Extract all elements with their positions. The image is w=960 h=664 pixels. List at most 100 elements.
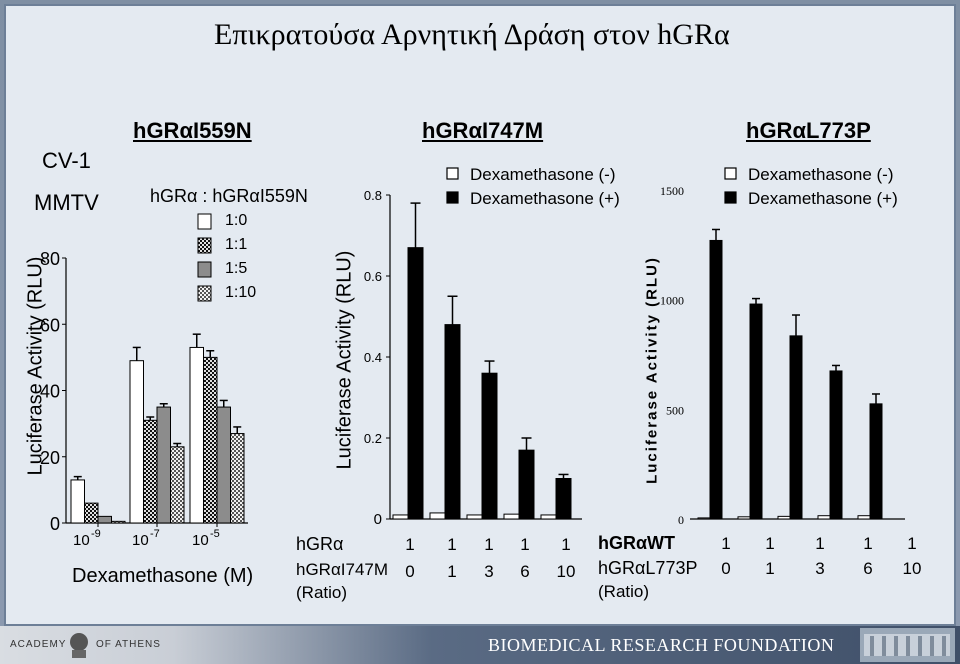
chart3-ratio-label-1: hGRαWT <box>598 533 676 553</box>
chart1-reporter: MMTV <box>34 190 99 215</box>
chart2-ratio-label-3: (Ratio) <box>296 583 348 602</box>
chart1-legend-swatch <box>197 237 212 254</box>
chart1-y-tick-label: 20 <box>40 448 60 468</box>
chart2-y-tick-label: 0 <box>374 511 382 528</box>
chart2-ratio-row2-value: 3 <box>484 562 493 581</box>
chart2-ratio-label-1: hGRα <box>296 534 344 554</box>
chart1-x-tick-exponent: -9 <box>91 528 101 540</box>
chart3-legend-swatch-minus <box>724 167 737 180</box>
chart3-ratio-row1-value: 1 <box>815 534 824 553</box>
chart1-y-tick-label: 60 <box>40 315 60 335</box>
chart3-ylabel: Luciferase Activity (RLU) <box>643 256 661 484</box>
chart2-bar-plus <box>555 478 572 520</box>
chart3-bar-plus <box>789 335 803 520</box>
chart1-bar <box>143 419 158 524</box>
chart3-ratio-row2-value: 1 <box>765 559 774 578</box>
chart2-ratio-row2-value: 6 <box>520 562 529 581</box>
chart3-legend-swatch-plus <box>724 191 737 204</box>
chart1-x-tick-label: 10 <box>73 532 90 549</box>
chart3-ratio-row1-value: 1 <box>907 534 916 553</box>
chart2-bar-minus <box>429 512 446 520</box>
chart3-legend-label-plus: Dexamethasone (+) <box>748 189 898 208</box>
chart3-bar-minus <box>777 515 791 520</box>
chart2-ratio-row2-value: 0 <box>405 562 414 581</box>
chart2-legend-label-plus: Dexamethasone (+) <box>470 189 620 208</box>
chart1-title: hGRαI559N <box>133 118 252 143</box>
chart3-bar-minus <box>857 515 871 520</box>
chart1-y-tick-label: 0 <box>50 514 60 534</box>
chart1-legend-label: 1:0 <box>225 212 248 229</box>
chart1-bar <box>156 406 171 524</box>
chart2-y-tick-label: 0.2 <box>364 431 382 446</box>
chart3-bar-plus <box>829 370 843 520</box>
chart2-ylabel: Luciferase Activity (RLU) <box>333 250 356 470</box>
chart3-ratio-label-2: hGRαL773P <box>598 558 698 578</box>
slide-footer: ACADEMY OF ATHENS BIOMEDICAL RESEARCH FO… <box>0 626 960 664</box>
chart1-y-tick-label: 40 <box>40 382 60 402</box>
chart1-x-tick-label: 10 <box>192 532 209 549</box>
chart1-bar <box>97 515 112 524</box>
chart2-ratio-row1-value: 1 <box>520 535 529 554</box>
chart3-ratio-row2-value: 6 <box>863 559 872 578</box>
chart2-y-tick-label: 0.6 <box>364 269 382 284</box>
chart1-legend-label: 1:5 <box>225 260 248 277</box>
chart2-ratio-row1-value: 1 <box>561 535 570 554</box>
chart2-legend-label-minus: Dexamethasone (-) <box>470 165 616 184</box>
chart2-bar-plus <box>444 324 461 520</box>
chart3-bar-plus <box>709 239 723 520</box>
chart2-legend-swatch-minus <box>446 167 459 180</box>
building-photo-icon <box>860 628 955 662</box>
chart2-title: hGRαI747M <box>422 118 544 143</box>
chart2-ratio-row1-value: 1 <box>405 535 414 554</box>
chart3-y-tick-label: 1000 <box>660 294 684 308</box>
chart2-y-tick-label: 0.4 <box>364 350 382 365</box>
footer-athens-text: OF ATHENS <box>96 639 161 650</box>
chart3-bar-minus <box>697 517 711 520</box>
chart1-x-tick-label: 10 <box>132 532 149 549</box>
chart3-ratio-row2-value: 10 <box>903 559 922 578</box>
chart3-ratio-row2-value: 3 <box>815 559 824 578</box>
chart3-ratio-label-3: (Ratio) <box>598 582 650 601</box>
chart2-ratio-row1-value: 1 <box>447 535 456 554</box>
chart1-bar <box>230 433 245 524</box>
chart1-legend-label: 1:10 <box>225 284 257 301</box>
chart1-bar <box>170 446 185 524</box>
chart2-bar-plus <box>407 247 424 520</box>
chart3-bar-plus <box>749 303 763 520</box>
chart3-title: hGRαL773P <box>746 118 871 143</box>
chart1-x-tick-exponent: -5 <box>210 528 220 540</box>
chart2-bar-minus <box>540 514 557 520</box>
footer-academy-text: ACADEMY <box>10 639 67 650</box>
chart3-bar-plus <box>869 403 883 520</box>
chart1-xlabel: Dexamethasone (M) <box>72 565 254 587</box>
chart1-ylabel: Luciferase Activity (RLU) <box>24 256 47 476</box>
chart2-bar-plus <box>518 449 535 520</box>
chart2-y-tick-label: 0.8 <box>364 188 382 203</box>
chart2-legend-swatch-plus <box>446 191 459 204</box>
chart2-ratio-label-2: hGRαI747M <box>296 560 389 579</box>
chart1-legend-swatch <box>197 261 212 278</box>
chart1-legend-swatch <box>197 213 212 230</box>
chart3-legend-label-minus: Dexamethasone (-) <box>748 165 894 184</box>
chart2-bar-minus <box>503 513 520 520</box>
chart1-bar <box>203 356 218 524</box>
chart2-bar-plus <box>481 372 498 520</box>
slide-title: Επικρατούσα Αρνητική Δράση στον hGRα <box>214 18 730 51</box>
chart1-bar <box>189 346 204 524</box>
chart3-bar-minus <box>737 516 751 520</box>
chart3-y-tick-label: 0 <box>678 513 684 527</box>
chart1-bar <box>70 479 85 524</box>
chart3-bar-minus <box>817 515 831 520</box>
chart1-bar <box>216 406 231 524</box>
chart2-ratio-row1-value: 1 <box>484 535 493 554</box>
chart3-ratio-row2-value: 0 <box>721 559 730 578</box>
chart2-bar-minus <box>466 514 483 520</box>
chart1-bar <box>129 360 144 524</box>
chart1-cell-line: CV-1 <box>42 148 91 173</box>
chart1-legend-swatch <box>197 285 212 302</box>
chart1-x-tick-exponent: -7 <box>150 528 160 540</box>
chart1-bar <box>84 502 99 524</box>
chart2-ratio-row2-value: 1 <box>447 562 456 581</box>
chart3-y-tick-label: 1500 <box>660 184 684 198</box>
chart3-ratio-row1-value: 1 <box>765 534 774 553</box>
